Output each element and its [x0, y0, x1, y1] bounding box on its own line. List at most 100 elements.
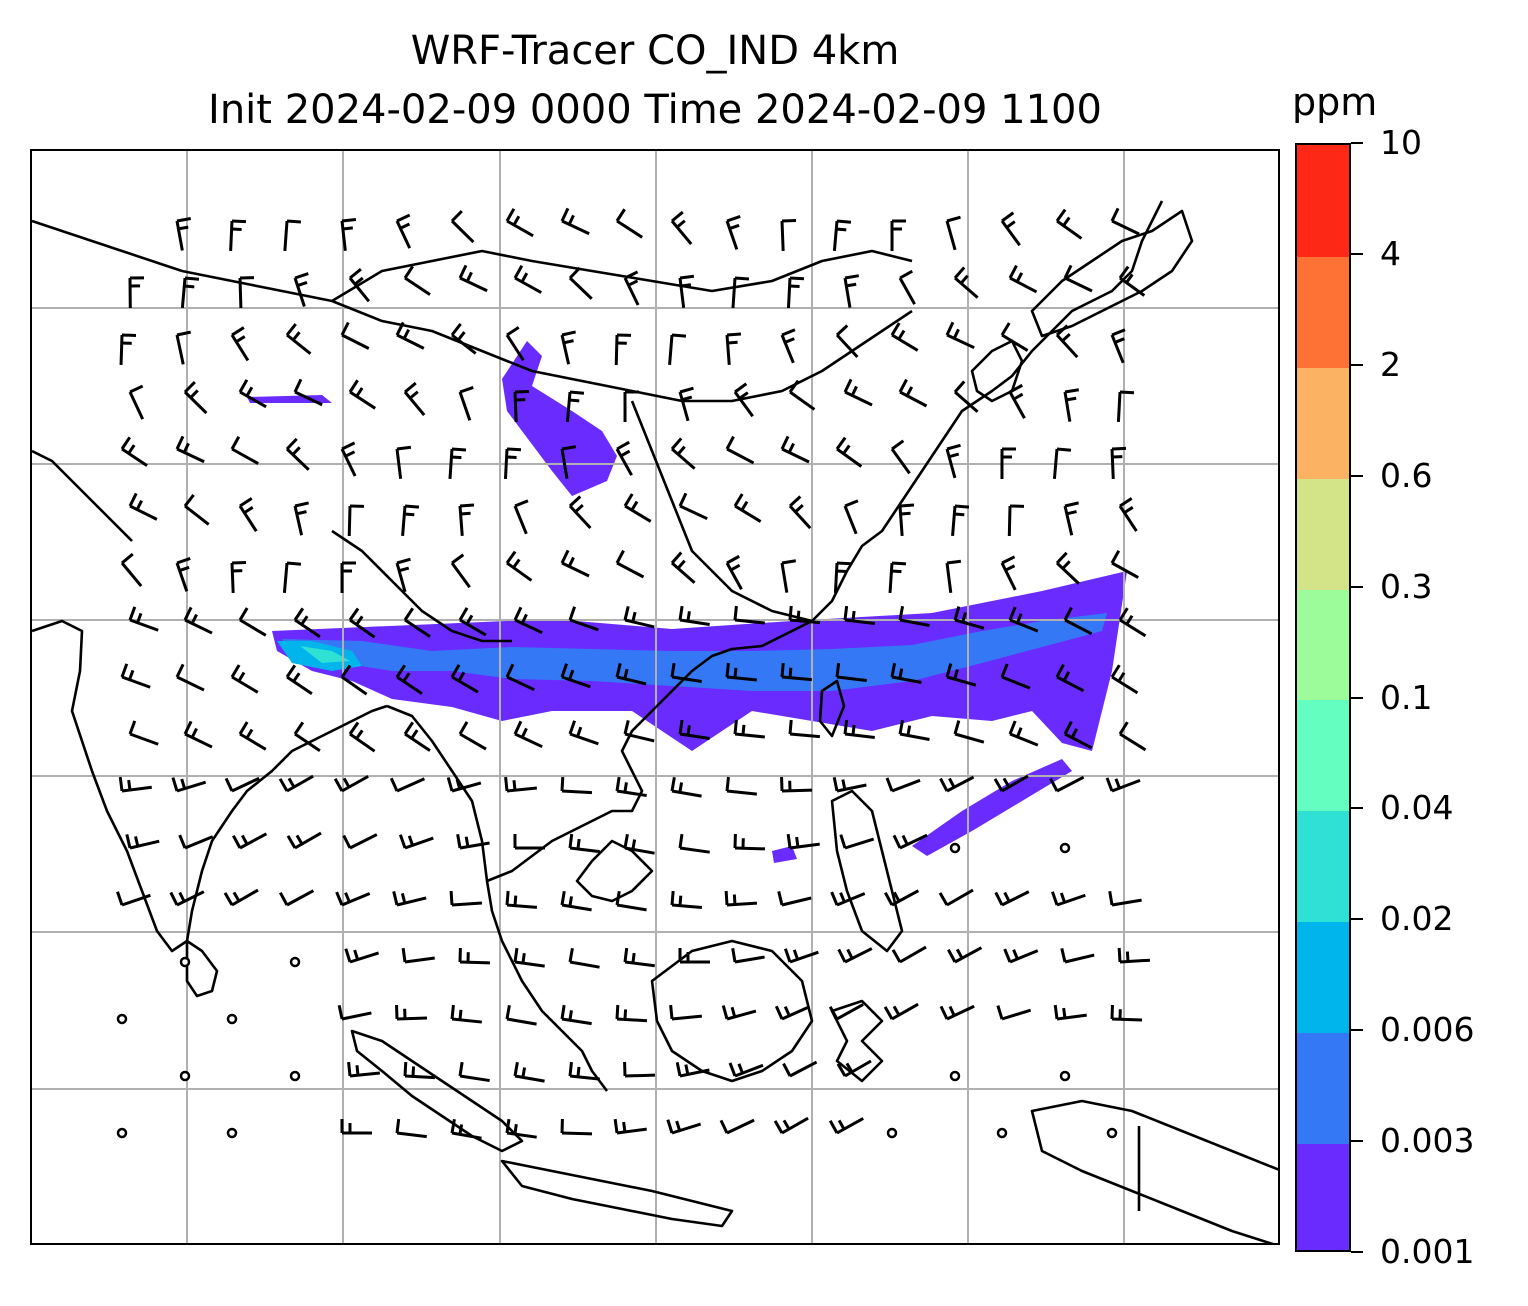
colorbar-segment [1297, 477, 1349, 590]
wind-barb-shaft [891, 333, 919, 352]
wind-barb-flag [231, 219, 247, 224]
wind-barb-shaft [726, 447, 755, 465]
wind-barb-flag [348, 721, 360, 735]
wind-barb-flag [399, 222, 411, 230]
wind-barb-shaft [569, 732, 599, 746]
wind-barb-shaft [678, 391, 690, 422]
wind-barb-flag [134, 836, 140, 847]
wind-barb-flag [128, 492, 138, 507]
wind-barb-shaft [614, 334, 619, 366]
wind-barb-flag [623, 782, 628, 793]
wind-barb-flag [460, 511, 471, 516]
wind-barb-flag [630, 500, 639, 511]
wind-barb-flag [738, 391, 749, 400]
wind-barb-flag [521, 952, 526, 964]
wind-barb-flag [451, 553, 465, 565]
wind-barb-flag [1000, 663, 1009, 678]
wind-barb-flag [1016, 613, 1023, 624]
wind-barb-shaft [780, 220, 785, 252]
wind-barb-flag [568, 669, 575, 681]
wind-barb-flag [513, 1124, 518, 1135]
wind-barb-flag [235, 335, 246, 344]
wind-barb-shaft [176, 675, 205, 692]
wind-barb-flag [178, 834, 187, 849]
wind-barb-flag [731, 947, 737, 963]
coast-korea [970, 339, 1024, 403]
wind-barb-flag [245, 386, 254, 397]
wind-barb-shaft [670, 220, 693, 246]
wind-barb-shaft [286, 675, 313, 696]
wind-barb-shaft [341, 892, 371, 907]
wind-barb-shaft [945, 448, 957, 479]
wind-barb-shaft [1000, 562, 1017, 591]
wind-barb-flag [1117, 947, 1122, 963]
colorbar-tick [1351, 474, 1363, 477]
wind-barb-flag [839, 892, 846, 903]
wind-barb-flag [846, 948, 854, 960]
wind-barb-flag [676, 219, 686, 229]
wind-barb-shaft [624, 960, 655, 968]
wind-barb-shaft [671, 447, 696, 470]
wind-barb-flag [404, 381, 417, 394]
wind-barb-flag [513, 947, 519, 963]
wind-barb-shaft [404, 956, 435, 964]
wind-barb-flag [291, 446, 301, 456]
wind-barb-flag [945, 321, 955, 336]
wind-barb-flag [286, 835, 297, 849]
wind-barb-shaft [1001, 1008, 1032, 1021]
wind-barb-flag [410, 729, 419, 740]
wind-barb-shaft [340, 448, 357, 477]
wind-barb-shaft [1063, 505, 1074, 536]
wind-barb-shaft [946, 1004, 975, 1021]
wind-barb-flag [623, 833, 629, 849]
wind-barb-flag [513, 895, 518, 906]
wind-barb-shaft [946, 333, 975, 350]
wind-barb-flag [513, 606, 523, 621]
wind-barb-flag [175, 435, 185, 450]
wind-barb-flag [402, 328, 410, 340]
wind-barb-shaft [395, 448, 403, 479]
wind-barb-shaft [832, 220, 839, 252]
wind-barb-shaft [726, 1009, 757, 1021]
wind-barb-flag [1009, 383, 1023, 394]
wind-barb-flag [616, 440, 630, 451]
wind-barb-shaft [731, 277, 737, 309]
wind-barb-flag [451, 455, 462, 460]
wind-barb-flag [948, 1005, 956, 1017]
wind-barb-flag [293, 721, 305, 735]
colorbar-segment [1297, 810, 1349, 923]
wind-barb-flag [726, 215, 741, 223]
wind-barb-flag [774, 1005, 784, 1020]
wind-barb-shaft [1007, 505, 1012, 537]
wind-barb-shaft [1119, 732, 1147, 752]
wind-barb-flag [396, 445, 412, 451]
wind-barb-flag [465, 271, 473, 283]
wind-barb-flag [730, 1006, 737, 1018]
wind-barb-flag [512, 780, 517, 791]
wind-barb-flag [783, 948, 792, 963]
colorbar-tick-label: 0.1 [1380, 677, 1433, 717]
wind-barb-flag [905, 386, 914, 397]
wind-barb-shaft [283, 220, 289, 252]
colorbar-tick-label: 0.6 [1380, 455, 1433, 495]
wind-barb-shaft [1056, 775, 1085, 793]
wind-barb-shaft [506, 1131, 537, 1139]
wind-barb-flag [285, 664, 297, 678]
wind-barb-flag [398, 566, 410, 573]
wind-barb-shaft [786, 277, 792, 309]
wind-barb-flag [622, 1121, 627, 1133]
wind-barb-flag [843, 378, 853, 393]
wind-barb-flag [721, 1005, 729, 1020]
wind-barb-flag [891, 949, 902, 963]
wind-barb-flag [451, 447, 467, 452]
wind-barb-shaft [231, 675, 259, 694]
wind-barb-flag [354, 276, 364, 286]
calm-wind-circle [886, 1127, 898, 1139]
map-title: WRF-Tracer CO_IND 4km [410, 28, 900, 74]
colorbar-segment [1297, 921, 1349, 1034]
wind-barb-shaft [891, 1002, 919, 1021]
wind-barb-shaft [506, 561, 533, 582]
wind-barb-shaft [616, 789, 647, 798]
wind-barb-flag [344, 892, 351, 903]
wind-barb-flag [898, 668, 904, 679]
